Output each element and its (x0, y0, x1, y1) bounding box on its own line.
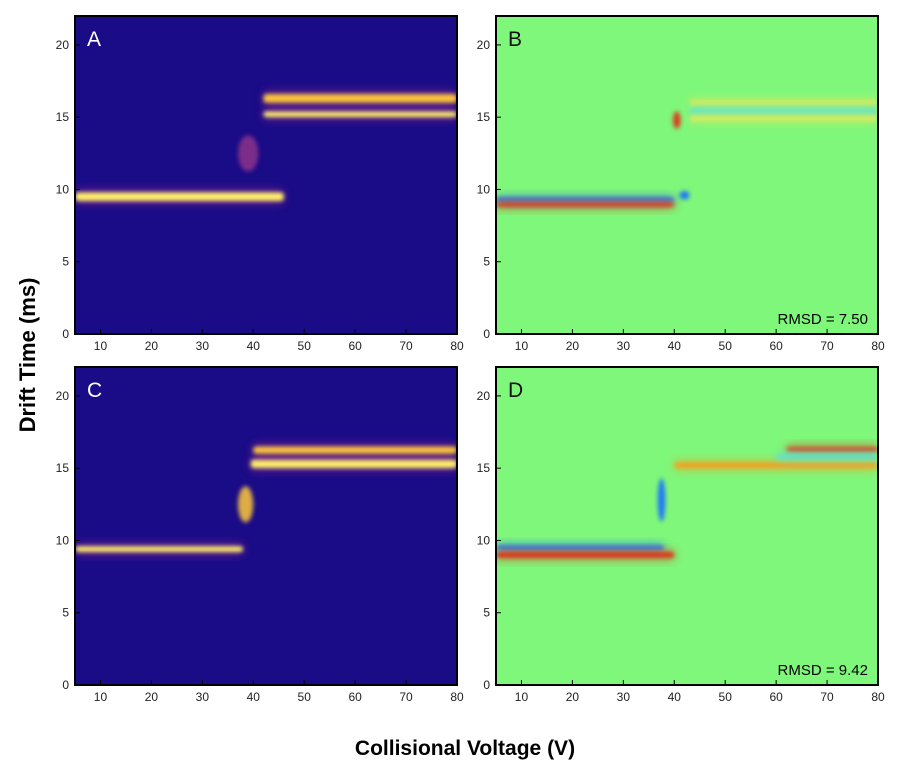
heatmap-band (776, 454, 878, 459)
heatmap-blob (657, 478, 666, 522)
heatmap-band (674, 462, 878, 469)
x-tick-label: 30 (196, 690, 210, 704)
y-tick-label: 10 (56, 533, 70, 547)
heatmap-band (786, 447, 878, 452)
x-tick-label: 20 (566, 339, 580, 353)
heatmap-band (689, 116, 878, 121)
x-tick-label: 60 (769, 690, 783, 704)
x-tick-label: 80 (450, 339, 464, 353)
y-tick-label: 5 (483, 606, 490, 620)
y-tick-label: 5 (483, 255, 490, 269)
y-tick-label: 20 (477, 389, 491, 403)
heatmap-background (496, 367, 878, 685)
heatmap-blob (672, 111, 681, 129)
x-tick-label: 60 (769, 339, 783, 353)
y-tick-label: 5 (62, 255, 69, 269)
y-tick-label: 20 (56, 38, 70, 52)
panel-b: 10 20 30 40 50 60 70 80 0 5 10 15 20 B RMSD = 7.50 (477, 15, 885, 353)
panel-d: 10 20 30 40 50 60 70 80 0 5 10 15 20 D RMSD = 9.42 (477, 366, 885, 704)
x-tick-label: 50 (298, 690, 312, 704)
x-tick-label: 50 (719, 339, 733, 353)
x-tick-label: 20 (145, 690, 159, 704)
heatmap-blob (237, 135, 259, 172)
y-tick-label: 20 (56, 389, 70, 403)
x-tick-label: 50 (298, 339, 312, 353)
x-tick-label: 80 (871, 339, 885, 353)
heatmap-band (253, 446, 457, 454)
plot-frame (495, 366, 879, 686)
x-tick-label: 20 (145, 339, 159, 353)
y-tick-label: 0 (62, 327, 69, 341)
x-tick-label: 50 (719, 690, 733, 704)
y-tick-label: 20 (477, 38, 491, 52)
y-tick-label: 10 (477, 533, 491, 547)
x-tick-label: 70 (399, 690, 413, 704)
panel-a: 10 20 30 40 50 60 70 80 0 5 10 15 20 A (56, 15, 464, 353)
x-tick-label: 60 (348, 690, 362, 704)
panel-letter: A (87, 28, 101, 51)
heatmap-band (263, 111, 457, 118)
shared-x-axis-label: Collisional Voltage (V) (354, 737, 576, 760)
x-tick-label: 40 (247, 690, 261, 704)
heatmap-blob (679, 190, 690, 200)
x-tick-label: 30 (617, 690, 631, 704)
heatmap-band (689, 100, 878, 105)
x-tick-label: 60 (348, 339, 362, 353)
y-tick-label: 15 (477, 110, 491, 124)
y-tick-label: 15 (56, 461, 70, 475)
y-tick-label: 0 (483, 678, 490, 692)
heatmap-band (263, 94, 457, 103)
heatmap-band (75, 192, 284, 202)
x-tick-label: 10 (94, 690, 108, 704)
x-tick-label: 40 (668, 690, 682, 704)
y-tick-label: 0 (483, 327, 490, 341)
y-tick-label: 10 (56, 182, 70, 196)
x-tick-label: 40 (668, 339, 682, 353)
y-tick-label: 15 (56, 110, 70, 124)
heatmap-band (496, 545, 665, 550)
panel-letter: C (87, 379, 102, 402)
plot-frame (74, 15, 458, 335)
rmsd-annotation: RMSD = 7.50 (778, 311, 868, 328)
x-tick-label: 10 (94, 339, 108, 353)
x-tick-label: 20 (566, 690, 580, 704)
x-tick-label: 30 (196, 339, 210, 353)
x-tick-label: 80 (450, 690, 464, 704)
plot-frame (74, 366, 458, 686)
x-tick-label: 10 (515, 339, 529, 353)
heatmap-band (75, 546, 244, 553)
plot-frame (495, 15, 879, 335)
y-tick-label: 10 (477, 182, 491, 196)
heatmap-background (75, 16, 457, 334)
heatmap-background (75, 367, 457, 685)
x-tick-label: 70 (399, 339, 413, 353)
heatmap-band (689, 109, 878, 114)
shared-y-axis-label: Drift Time (ms) (15, 277, 40, 433)
panel-c: 10 20 30 40 50 60 70 80 0 5 10 15 20 C (56, 366, 464, 704)
x-tick-label: 80 (871, 690, 885, 704)
heatmap-blob (237, 486, 254, 523)
x-tick-label: 30 (617, 339, 631, 353)
x-tick-label: 70 (820, 339, 834, 353)
y-tick-label: 15 (477, 461, 491, 475)
heatmap-band (496, 552, 675, 558)
y-tick-label: 0 (62, 678, 69, 692)
rmsd-annotation: RMSD = 9.42 (778, 662, 868, 679)
x-tick-label: 70 (820, 690, 834, 704)
x-tick-label: 10 (515, 690, 529, 704)
heatmap-band (496, 202, 675, 207)
heatmap-background (496, 16, 878, 334)
panel-letter: D (508, 379, 523, 402)
heatmap-band (250, 459, 457, 469)
y-tick-label: 5 (62, 606, 69, 620)
panel-letter: B (508, 28, 522, 51)
x-tick-label: 40 (247, 339, 261, 353)
